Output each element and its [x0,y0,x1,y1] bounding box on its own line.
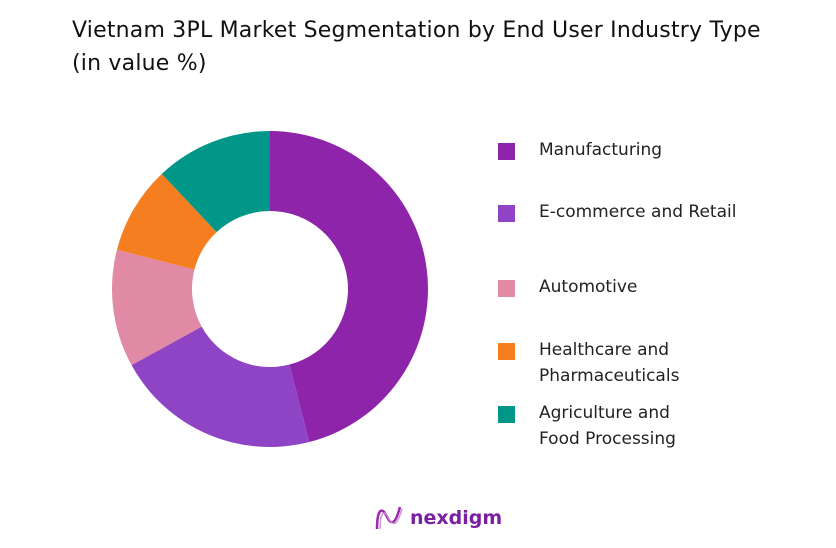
legend-swatch [498,406,515,423]
nexdigm-logo: nexdigm [374,505,502,531]
chart-title: Vietnam 3PL Market Segmentation by End U… [72,18,761,76]
legend-item: Healthcare and Pharmaceuticals [498,337,709,389]
legend-label: E-commerce and Retail [539,202,737,222]
legend-label: Healthcare and Pharmaceuticals [539,340,680,386]
nexdigm-wave-icon [375,506,403,530]
legend-item: Manufacturing [498,137,779,163]
legend-item: E-commerce and Retail [498,199,779,225]
legend-label: Automotive [539,277,638,297]
slice-agriculture-and-food-processing [161,131,270,233]
legend-item: Automotive [498,274,779,300]
slice-healthcare-and-pharmaceuticals [116,173,217,270]
legend-swatch [498,143,515,160]
legend-label: Agriculture and Food Processing [539,403,676,449]
brand-name: nexdigm [410,507,503,529]
legend-swatch [498,280,515,297]
slice-e-commerce-and-retail [131,326,310,447]
legend-swatch [498,343,515,360]
legend-label: Manufacturing [539,140,663,160]
slice-automotive [112,249,202,366]
slice-manufacturing [270,131,428,443]
legend-swatch [498,205,515,222]
legend-item: Agriculture and Food Processing [498,400,709,452]
